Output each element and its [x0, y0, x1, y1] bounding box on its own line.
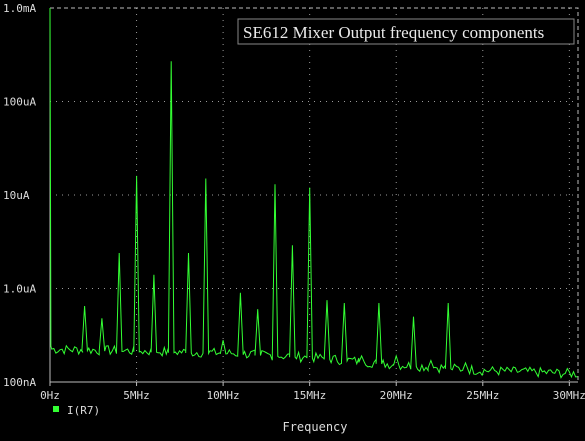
title-box	[237, 18, 575, 45]
x-tick-label: 10MHz	[207, 389, 240, 402]
x-axis-label: Frequency	[282, 420, 347, 434]
x-tick-label: 20MHz	[380, 389, 413, 402]
y-tick-labels: 1.0mA 100uA 10uA 1.0uA 100nA	[3, 2, 36, 389]
x-tick-labels: 0Hz 5MHz 10MHz 15MHz 20MHz 25MHz 30MHz	[40, 389, 585, 402]
series-line-ir7	[49, 7, 578, 379]
x-tick-label: 30MHz	[553, 389, 585, 402]
y-tick-label: 100nA	[3, 376, 36, 389]
y-tick-label: 1.0mA	[3, 2, 36, 15]
y-tick-label: 1.0uA	[3, 283, 36, 296]
y-tick-label: 100uA	[3, 96, 36, 109]
legend-label: I(R7)	[67, 404, 100, 417]
x-tick-label: 25MHz	[466, 389, 499, 402]
x-tick-label: 5MHz	[123, 389, 150, 402]
x-tick-label: 15MHz	[293, 389, 326, 402]
x-tick-label: 0Hz	[40, 389, 60, 402]
legend-swatch	[53, 406, 59, 412]
chart-title: SE612 Mixer Output frequency components	[243, 23, 544, 42]
y-tick-label: 10uA	[3, 189, 30, 202]
